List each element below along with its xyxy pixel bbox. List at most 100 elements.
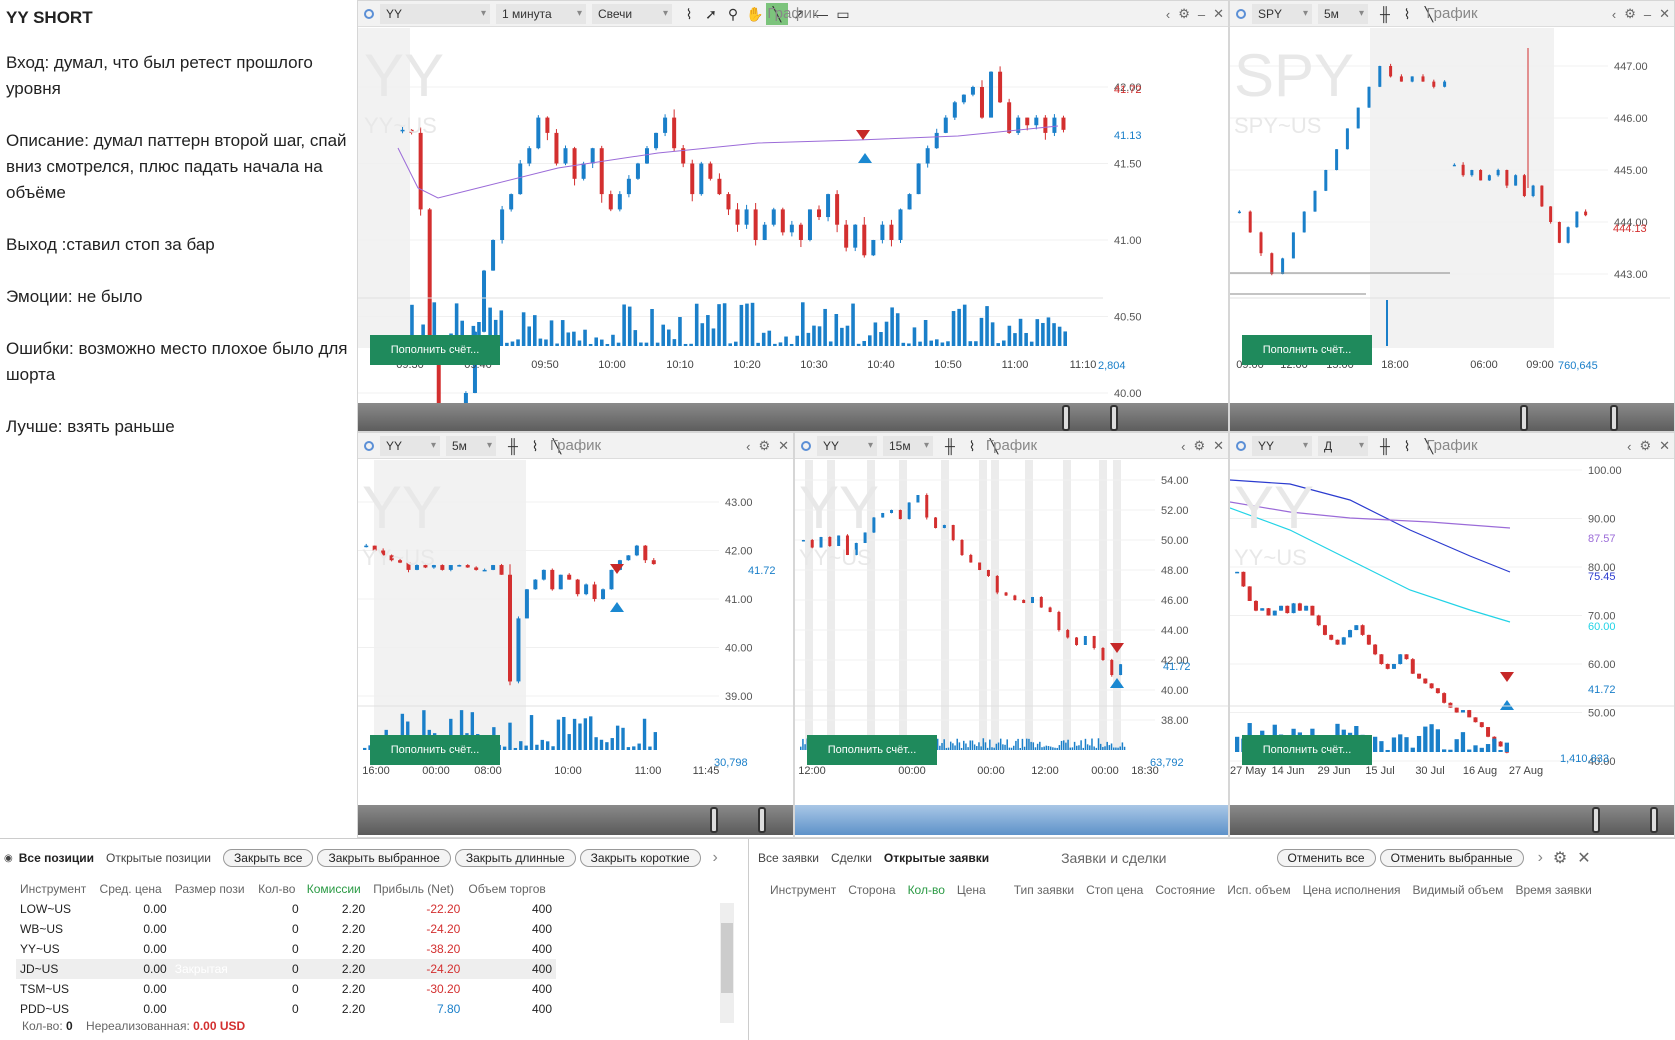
navigator[interactable] (358, 403, 1228, 431)
fund-account-button[interactable]: Пополнить счёт... (1242, 335, 1372, 365)
indicators-icon[interactable]: ⌇ (531, 437, 539, 454)
navigator[interactable] (795, 805, 1228, 835)
col-header[interactable]: Кол-во (907, 883, 945, 897)
col-header[interactable]: Сред. цена (99, 882, 162, 896)
line-tool-icon[interactable]: ╲ (1424, 5, 1434, 22)
candles-icon[interactable]: ╫ (1380, 437, 1390, 454)
interval-select[interactable]: 15м (883, 435, 933, 456)
hand-icon[interactable]: ✋ (746, 5, 764, 22)
navigator-handle-left[interactable] (1062, 405, 1070, 431)
zoom-icon[interactable]: ⚲ (727, 5, 739, 22)
positions-scrollbar[interactable] (720, 903, 734, 1023)
close-icon[interactable]: ✕ (1659, 438, 1670, 453)
link-icon[interactable] (1236, 8, 1246, 19)
price-chart-yy-15m[interactable]: 54.00 52.00 50.00 48.00 46.00 44.00 42.00 40.00… (795, 460, 1229, 810)
interval-select[interactable]: 5м (1318, 3, 1368, 24)
line-tool-icon[interactable]: ╲ (552, 437, 562, 454)
navigator-handle-right[interactable] (758, 807, 766, 833)
col-header[interactable]: Инструмент (20, 882, 87, 896)
col-header[interactable]: Стоп цена (1086, 883, 1144, 897)
scrollbar-thumb[interactable] (721, 923, 733, 993)
col-header[interactable]: Состояние (1155, 883, 1216, 897)
interval-select[interactable]: Д (1318, 435, 1368, 456)
col-header[interactable]: Комиссии (306, 882, 361, 896)
tab-open-positions[interactable]: Открытые позиции (105, 851, 212, 865)
col-header[interactable]: Видимый объем (1412, 883, 1504, 897)
close-all-button[interactable]: Закрыть все (223, 849, 314, 867)
indicators-icon[interactable]: ⌇ (1403, 437, 1411, 454)
col-header[interactable]: Исп. объем (1227, 883, 1291, 897)
symbol-select[interactable]: YY (380, 3, 490, 24)
close-icon[interactable]: ✕ (778, 438, 789, 453)
rect-tool-icon[interactable]: ▭ (836, 5, 850, 22)
symbol-select[interactable]: SPY (1252, 3, 1312, 24)
gear-icon[interactable]: ⚙ (1193, 438, 1206, 453)
candles-icon[interactable]: ╫ (945, 437, 955, 454)
minimize-icon[interactable]: – (1643, 6, 1652, 22)
tab-all-orders[interactable]: Все заявки (758, 851, 820, 865)
fund-account-button[interactable]: Пополнить счёт... (370, 335, 500, 365)
chevron-left-icon[interactable]: ‹ (1627, 438, 1632, 454)
chevron-right-icon[interactable]: › (1537, 849, 1543, 866)
fund-account-button[interactable]: Пополнить счёт... (370, 735, 500, 765)
close-icon[interactable]: ✕ (1577, 850, 1591, 867)
cancel-all-button[interactable]: Отменить все (1276, 849, 1376, 867)
arrow-tool-icon[interactable]: ↗ (793, 5, 805, 22)
radio-icon[interactable]: ◉ (4, 852, 13, 864)
interval-select[interactable]: 5м (446, 435, 496, 456)
link-icon[interactable] (364, 8, 374, 19)
chevron-left-icon[interactable]: ‹ (746, 438, 751, 454)
gear-icon[interactable]: ⚙ (1552, 850, 1568, 867)
interval-select[interactable]: 1 минута (496, 3, 586, 24)
chevron-right-icon[interactable]: › (712, 849, 718, 866)
table-row[interactable]: LOW~US 0.00 0 2.20 -22.20 400 (16, 899, 556, 919)
col-header[interactable]: Время заявки (1515, 883, 1592, 897)
hline-tool-icon[interactable]: — (814, 5, 828, 22)
gear-icon[interactable]: ⚙ (1178, 6, 1190, 21)
line-tool-icon[interactable]: ╲ (766, 2, 788, 25)
symbol-select[interactable]: YY (1252, 435, 1312, 456)
line-tool-icon[interactable]: ╲ (1424, 437, 1434, 454)
close-icon[interactable]: ✕ (1659, 6, 1670, 21)
tab-all-positions[interactable]: Все позиции (18, 851, 94, 865)
candles-icon[interactable]: ╫ (508, 437, 518, 454)
gear-icon[interactable]: ⚙ (758, 438, 771, 453)
line-tool-icon[interactable]: ╲ (989, 437, 999, 454)
symbol-select[interactable]: YY (817, 435, 877, 456)
chevron-left-icon[interactable]: ‹ (1165, 6, 1171, 22)
link-icon[interactable] (1236, 440, 1246, 451)
col-header[interactable]: Цена исполнения (1302, 883, 1401, 897)
col-header[interactable]: Прибыль (Net) (373, 882, 454, 896)
close-icon[interactable]: ✕ (1213, 6, 1224, 21)
table-row[interactable]: JD~US 0.00 Закрытая 0 2.20 -24.20 400 (16, 959, 556, 979)
close-short-button[interactable]: Закрыть короткие (579, 849, 701, 867)
price-chart-yy-5m[interactable]: 43.00 42.00 41.00 40.00 39.00 16:00 00:00 08:00… (358, 460, 794, 810)
col-header[interactable]: Сторона (848, 883, 896, 897)
chevron-left-icon[interactable]: ‹ (1611, 6, 1617, 22)
navigator[interactable] (358, 805, 793, 835)
fund-account-button[interactable]: Пополнить счёт... (1242, 735, 1372, 765)
navigator[interactable] (1230, 403, 1674, 431)
tab-trades[interactable]: Сделки (831, 851, 872, 865)
close-selected-button[interactable]: Закрыть выбранное (317, 849, 451, 867)
indicators-icon[interactable]: ⌇ (685, 5, 693, 22)
navigator-handle-right[interactable] (1610, 405, 1618, 431)
navigator-handle-right[interactable] (1110, 405, 1118, 431)
cursor-icon[interactable]: ➚ (705, 5, 717, 22)
gear-icon[interactable]: ⚙ (1624, 6, 1636, 21)
chevron-left-icon[interactable]: ‹ (1181, 438, 1186, 454)
col-header[interactable]: Объем торгов (468, 882, 546, 896)
gear-icon[interactable]: ⚙ (1639, 438, 1652, 453)
navigator-handle-left[interactable] (1592, 807, 1600, 833)
col-header[interactable]: Цена (956, 883, 986, 897)
fund-account-button[interactable]: Пополнить счёт... (807, 735, 937, 765)
table-row[interactable]: WB~US 0.00 0 2.20 -24.20 400 (16, 919, 556, 939)
navigator-handle-left[interactable] (1520, 405, 1528, 431)
close-long-button[interactable]: Закрыть длинные (454, 849, 576, 867)
minimize-icon[interactable]: – (1197, 6, 1206, 22)
tab-open-orders[interactable]: Открытые заявки (883, 851, 990, 865)
col-header[interactable]: Тип заявки (1013, 883, 1075, 897)
navigator[interactable] (1230, 805, 1674, 835)
table-row[interactable]: YY~US 0.00 0 2.20 -38.20 400 (16, 939, 556, 959)
